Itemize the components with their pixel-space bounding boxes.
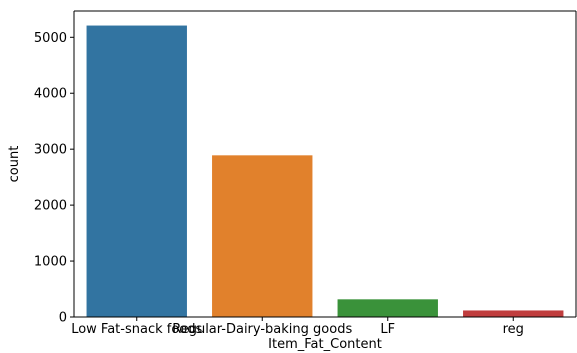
x-axis-ticks: Low Fat-snack foodsRegular-Dairy-baking … — [71, 317, 524, 337]
y-tick-label-3: 3000 — [34, 143, 67, 158]
x-tick-label-1: Regular-Dairy-baking goods — [172, 322, 352, 337]
x-tick-label-0: Low Fat-snack foods — [71, 322, 202, 337]
bar-3 — [463, 310, 564, 317]
x-tick-label-3: reg — [503, 322, 524, 337]
y-tick-label-0: 0 — [59, 311, 67, 326]
bars-group — [86, 25, 564, 317]
y-axis-ticks: 0 1000 2000 3000 4000 5000 — [34, 31, 74, 326]
x-axis-label: Item_Fat_Content — [268, 337, 382, 352]
y-tick-label-4: 4000 — [34, 87, 67, 102]
bar-1 — [212, 155, 313, 317]
y-axis-label: count — [7, 146, 22, 183]
x-tick-label-2: LF — [380, 322, 395, 337]
y-tick-label-2: 2000 — [34, 199, 67, 214]
y-tick-label-1: 1000 — [34, 255, 67, 270]
bar-2 — [337, 299, 438, 317]
y-tick-label-5: 5000 — [34, 31, 67, 46]
bar-0 — [86, 25, 187, 317]
